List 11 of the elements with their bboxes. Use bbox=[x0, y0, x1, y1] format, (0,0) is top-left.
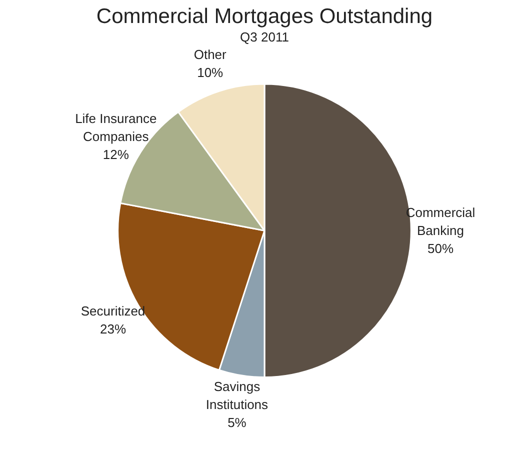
slice-label: Savings Institutions bbox=[206, 378, 269, 412]
data-label: 5% bbox=[228, 414, 247, 430]
data-label: 23% bbox=[100, 322, 126, 337]
slice-label: Life Insurance Companies bbox=[75, 110, 157, 144]
chart-title: Commercial Mortgages Outstanding bbox=[96, 5, 433, 28]
chart-subtitle: Q3 2011 bbox=[240, 30, 289, 45]
slice-label: Securitized bbox=[80, 304, 146, 319]
data-label: 50% bbox=[427, 241, 454, 256]
data-label: 10% bbox=[197, 64, 224, 80]
slice-label: Other bbox=[194, 46, 228, 62]
data-label: 12% bbox=[102, 146, 130, 162]
